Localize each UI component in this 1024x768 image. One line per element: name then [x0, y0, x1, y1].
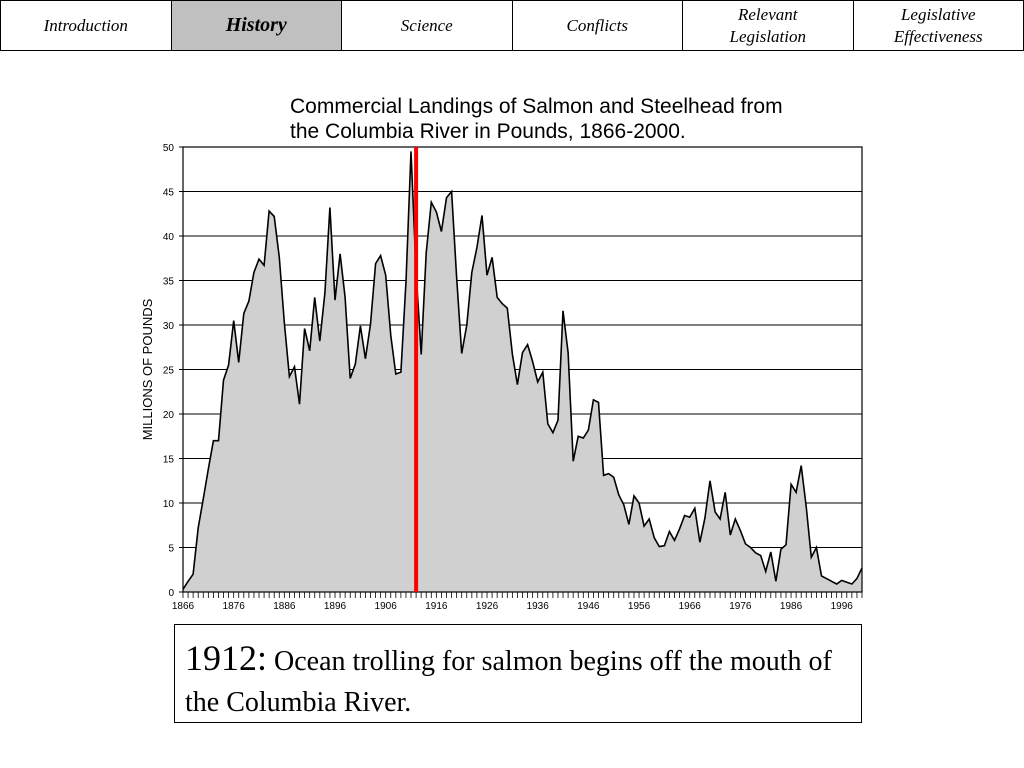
x-tick-label: 1986: [780, 601, 803, 612]
y-tick-label: 5: [168, 544, 174, 555]
y-tick-label: 30: [163, 321, 175, 332]
chart-title: Commercial Landings of Salmon and Steelh…: [290, 95, 783, 144]
x-tick-label: 1996: [831, 601, 854, 612]
y-tick-label: 10: [163, 499, 175, 510]
x-tick-label: 1926: [476, 601, 499, 612]
y-tick-label: 25: [163, 366, 175, 377]
caption-box: 1912: Ocean trolling for salmon begins o…: [174, 624, 862, 723]
landings-chart: 0 5 10 15 20 25 30 35 40 45 50 1866 1876 1886 1896 1906…: [140, 143, 863, 612]
x-tick-label: 1946: [577, 601, 600, 612]
x-tick-label: 1906: [375, 601, 398, 612]
caption-year: 1912:: [185, 638, 268, 678]
y-tick-label: 20: [163, 410, 175, 421]
x-tick-label: 1936: [527, 601, 550, 612]
x-tick-label: 1886: [273, 601, 296, 612]
x-tick-label: 1896: [324, 601, 347, 612]
y-tick-label: 35: [163, 277, 175, 288]
x-tick-label: 1866: [172, 601, 195, 612]
tab-relevant-legislation[interactable]: Relevant Legislation: [682, 0, 854, 51]
x-tick-label: 1956: [628, 601, 651, 612]
x-tick-label: 1966: [679, 601, 702, 612]
y-tick-label: 0: [168, 588, 174, 599]
y-tick-label: 50: [163, 143, 175, 154]
y-tick-label: 45: [163, 188, 175, 199]
y-axis-label: MILLIONS OF POUNDS: [140, 298, 155, 440]
y-tick-label: 15: [163, 455, 175, 466]
caption-text: Ocean trolling for salmon begins off the…: [185, 646, 832, 719]
x-tick-label: 1876: [223, 601, 246, 612]
area-fill: [183, 151, 862, 592]
x-tick-label: 1916: [425, 601, 448, 612]
tab-history[interactable]: History: [170, 0, 342, 51]
x-tick-label: 1976: [729, 601, 752, 612]
nav-bar: Introduction History Science Conflicts Relev…: [0, 0, 1024, 51]
y-tick-label: 40: [163, 232, 175, 243]
series-line: [182, 151, 863, 590]
